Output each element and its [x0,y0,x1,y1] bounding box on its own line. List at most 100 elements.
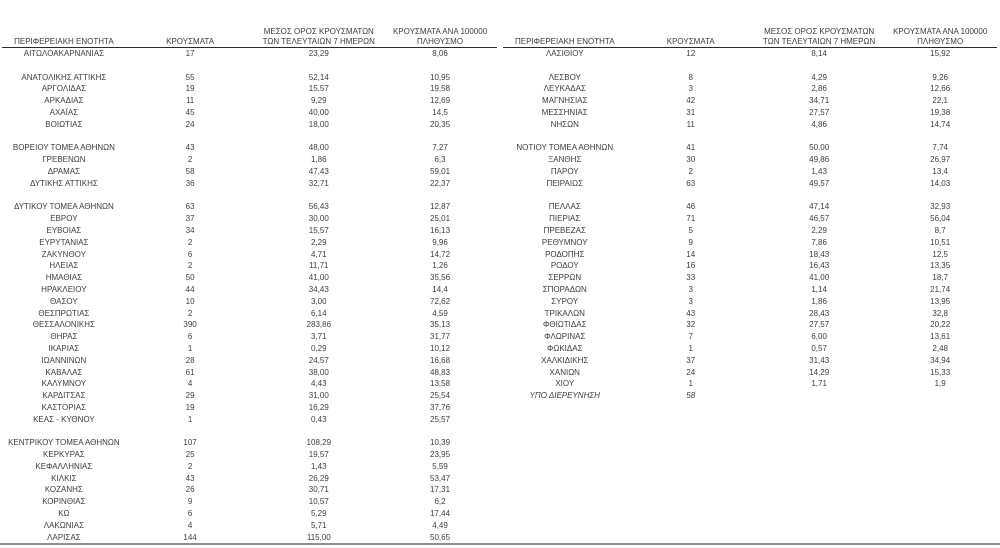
col-header-per100k: ΚΡΟΥΣΜΑΤΑ ΑΝΑ 100000 ΠΛΗΘΥΣΜΟ [383,27,497,46]
per100k-cell: 10,95 [430,72,451,82]
avg7-cell: 15,57 [308,84,329,94]
per100k-cell: 12,87 [430,202,451,212]
region-name-cell: ΜΕΣΣΗΝΙΑΣ [541,107,588,117]
per100k-cell: 22,37 [430,178,451,188]
cases-cell: 37 [686,355,696,365]
cases-cell: 2 [187,461,193,471]
table-row: ΥΠΟ ΔΙΕΡΕΥΝΗΣΗ 58 [503,390,997,402]
per100k-cell: 16,13 [430,225,451,235]
cases-cell: 43 [185,473,195,483]
region-name-cell: ΖΑΚΥΝΘΟΥ [41,249,86,259]
avg7-cell: 283,86 [306,320,332,330]
region-name-cell: ΚΑΣΤΟΡΙΑΣ [41,402,87,412]
table-row: ΘΑΣΟΥ 10 3,00 72,62 [2,296,497,308]
avg7-cell: 2,86 [811,84,827,94]
table-row: ΗΡΑΚΛΕΙΟΥ 44 34,43 14,4 [2,284,497,296]
cases-cell: 58 [185,166,195,176]
per100k-cell: 32,8 [932,308,948,318]
avg7-cell: 52,14 [308,72,329,82]
cases-cell: 2 [187,155,193,165]
region-name-cell: ΛΕΥΚΑΔΑΣ [543,84,586,94]
region-name-cell: ΡΟΔΟΠΗΣ [545,249,585,259]
region-name-cell: ΗΡΑΚΛΕΙΟΥ [41,284,87,294]
cases-cell: 107 [183,438,197,448]
regional-table-left: ΠΕΡΙΦΕΡΕΙΑΚΗ ΕΝΟΤΗΤΑ ΚΡΟΥΣΜΑΤΑ ΜΕΣΟΣ ΟΡΟ… [2,25,497,546]
avg7-cell: 23,29 [308,49,329,58]
region-name-cell: ΓΡΕΒΕΝΩΝ [42,155,86,165]
table-row: ΧΑΝΙΩΝ 24 14,29 15,33 [503,367,997,379]
avg7-cell: 27,57 [809,107,830,117]
table-row-spacer [503,131,997,143]
per100k-cell: 12,5 [932,249,948,259]
region-name-cell: ΑΧΑΪΑΣ [49,107,79,117]
avg7-cell: 28,43 [809,308,830,318]
per100k-cell: 14,4 [432,284,448,294]
cases-cell: 29 [185,391,195,401]
cases-cell: 63 [185,202,195,212]
cases-cell: 33 [686,273,696,283]
table-row: ΦΩΚΙΔΑΣ 1 0,57 2,48 [503,343,997,355]
cases-cell: 50 [185,273,195,283]
avg7-cell: 41,00 [308,273,329,283]
region-name-cell: ΒΟΡΕΙΟΥ ΤΟΜΕΑ ΑΘΗΝΩΝ [12,143,115,153]
cases-cell: 2 [187,308,193,318]
region-name-cell: ΕΥΡΥΤΑΝΙΑΣ [39,237,89,247]
per100k-cell: 23,95 [430,450,451,460]
table-row: ΚΑΛΥΜΝΟΥ 4 4,43 13,58 [2,378,497,390]
col-header-per100k-line2: ΠΛΗΘΥΣΜΟ [417,36,464,46]
cases-cell: 19 [185,402,195,412]
per100k-cell: 31,77 [430,332,451,342]
per100k-cell: 12,69 [430,96,451,106]
region-name-cell: ΧΑΝΙΩΝ [549,367,580,377]
avg7-cell: 18,43 [809,249,830,259]
per100k-cell: 25,54 [430,391,451,401]
table-row: ΧΙΟΥ 1 1,71 1,9 [503,378,997,390]
per100k-cell: 10,12 [430,343,451,353]
per100k-cell: 10,51 [930,237,951,247]
table-row: ΤΡΙΚΑΛΩΝ 43 28,43 32,8 [503,308,997,320]
table-row: ΑΡΚΑΔΙΑΣ 11 9,29 12,69 [2,95,497,107]
cases-cell: 3 [688,296,693,306]
avg7-cell: 18,00 [308,119,329,129]
cases-cell: 9 [688,237,693,247]
avg7-cell: 47,14 [809,202,830,212]
cases-cell: 6 [187,332,193,342]
cases-cell: 8 [688,72,693,82]
cases-cell: 42 [686,96,696,106]
per100k-cell: 25,01 [430,214,451,224]
cases-cell: 14 [686,249,696,259]
per100k-cell: 1,9 [934,379,946,389]
table-row: ΧΑΛΚΙΔΙΚΗΣ 37 31,43 34,94 [503,355,997,367]
avg7-cell: 3,71 [310,332,327,342]
region-name-cell: ΙΚΑΡΙΑΣ [48,343,80,353]
avg7-cell: 14,29 [809,367,830,377]
col-header-avg7-line2: ΤΩΝ ΤΕΛΕΥΤΑΙΩΝ 7 ΗΜΕΡΩΝ [763,36,876,46]
region-name-cell: ΚΕΝΤΡΙΚΟΥ ΤΟΜΕΑ ΑΘΗΝΩΝ [8,438,120,448]
avg7-cell: 1,43 [310,461,327,471]
region-name-cell: ΦΛΩΡΙΝΑΣ [544,332,586,342]
table-row: ΝΗΣΩΝ 11 4,86 14,74 [503,119,997,131]
region-name-cell: ΑΝΑΤΟΛΙΚΗΣ ΑΤΤΙΚΗΣ [21,72,107,82]
table-row: ΒΟΡΕΙΟΥ ΤΟΜΕΑ ΑΘΗΝΩΝ 43 48,00 7,27 [2,142,497,154]
regional-table-right: ΠΕΡΙΦΕΡΕΙΑΚΗ ΕΝΟΤΗΤΑ ΚΡΟΥΣΜΑΤΑ ΜΕΣΟΣ ΟΡΟ… [503,25,997,402]
region-name-cell: ΚΑΡΔΙΤΣΑΣ [42,391,86,401]
col-header-region: ΠΕΡΙΦΕΡΕΙΑΚΗ ΕΝΟΤΗΤΑ [14,36,114,46]
per100k-cell: 13,4 [932,166,948,176]
region-name-cell: ΚΙΛΚΙΣ [51,473,77,483]
region-name-cell: ΛΕΣΒΟΥ [548,72,581,82]
avg7-cell: 4,71 [310,249,327,259]
cases-cell: 61 [185,367,195,377]
cases-cell: 2 [688,166,693,176]
region-name-cell: ΣΠΟΡΑΔΩΝ [542,284,587,294]
table-row: ΕΥΒΟΙΑΣ 34 15,57 16,13 [2,225,497,237]
avg7-cell: 40,00 [308,107,329,117]
cases-cell: 7 [688,332,693,342]
cases-cell: 1 [187,343,193,353]
cases-cell: 58 [686,391,696,401]
per100k-cell: 14,72 [430,249,451,259]
table-row: ΛΑΚΩΝΙΑΣ 4 5,71 4,49 [2,520,497,532]
region-name-cell: ΑΙΤΩΛΟΑΚΑΡΝΑΝΙΑΣ [23,49,105,58]
cases-cell: 45 [185,107,195,117]
cases-cell: 26 [185,485,195,495]
cases-cell: 55 [185,72,195,82]
